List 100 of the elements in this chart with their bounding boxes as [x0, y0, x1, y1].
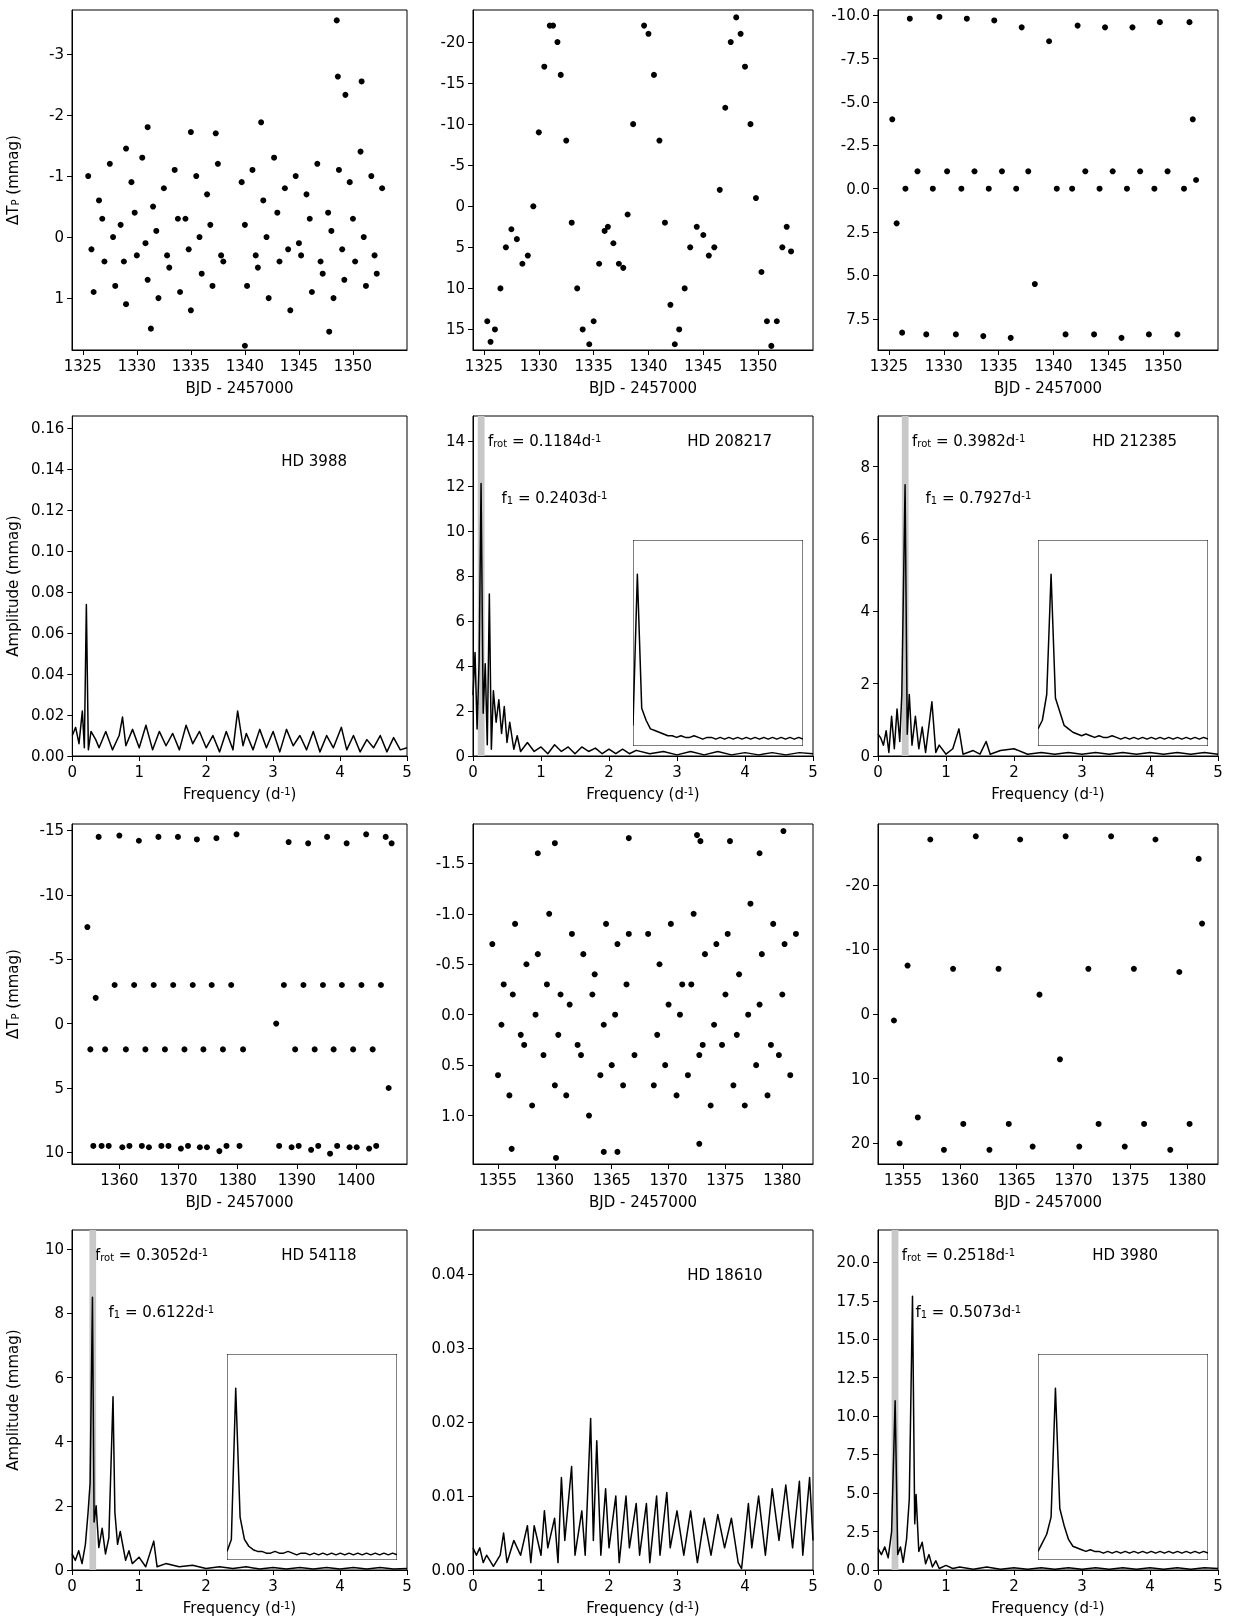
y-tick-label: -3	[49, 44, 64, 63]
x-tick-label: 4	[740, 762, 750, 781]
point	[727, 39, 734, 46]
annotation: HD 54118	[281, 1245, 357, 1264]
x-tick-label: 1345	[684, 356, 723, 375]
point	[889, 116, 896, 123]
point	[1053, 185, 1060, 192]
y-tick-label: 0.12	[30, 501, 65, 520]
y-tick-label: 10.0	[836, 1407, 870, 1426]
x-tick-label: 1330	[924, 356, 963, 375]
x-tick-label: 1	[134, 762, 145, 781]
point	[985, 185, 992, 192]
x-tick-label: 1355	[478, 1170, 518, 1189]
annotation: HD 3988	[281, 451, 347, 470]
y-tick-label: 0.04	[30, 665, 65, 684]
x-tick-label: 4	[335, 762, 345, 781]
point	[1085, 965, 1092, 972]
point	[716, 186, 723, 193]
point	[1062, 331, 1069, 338]
point	[563, 137, 570, 144]
y-tick-label: -7.5	[840, 49, 870, 68]
point	[604, 223, 611, 230]
x-axis-title: BJD - 2457000	[185, 378, 294, 397]
point	[890, 1017, 897, 1024]
y-tick-label: 4	[860, 602, 870, 621]
point	[747, 121, 754, 128]
point	[615, 260, 622, 267]
point	[923, 331, 930, 338]
y-tick-label: 0.06	[30, 624, 65, 643]
x-tick-label: 2	[1009, 1576, 1019, 1595]
x-tick-label: 1	[941, 1576, 951, 1595]
point	[1046, 38, 1053, 45]
y-axis-title: Amplitude (mmag)	[3, 515, 22, 657]
y-tick-label: 0.02	[30, 706, 65, 725]
x-tick-label: 4	[1145, 762, 1155, 781]
y-tick-label: -2	[49, 105, 64, 124]
y-tick-label: 12	[445, 476, 465, 495]
point	[484, 318, 491, 325]
point	[656, 137, 663, 144]
point	[779, 244, 786, 251]
y-tick-label: 0	[54, 1561, 64, 1579]
point	[929, 185, 936, 192]
y-tick-label: -10	[39, 885, 64, 904]
x-tick-label: 1380	[1168, 1170, 1207, 1189]
y-tick-label: 0.5	[441, 1056, 465, 1075]
point	[487, 338, 494, 345]
x-tick-label: 1350	[333, 356, 373, 375]
x-tick-label: 5	[402, 762, 412, 781]
y-tick-label: 0	[54, 228, 64, 247]
point	[733, 14, 740, 21]
x-tick-label: 0	[468, 762, 478, 781]
x-tick-label: 1335	[574, 356, 613, 375]
point	[963, 15, 970, 22]
y-tick-label: -5	[450, 156, 465, 175]
point	[535, 129, 542, 136]
point	[650, 71, 657, 78]
point	[519, 260, 526, 267]
y-tick-label: 0.0	[441, 1005, 465, 1024]
x-tick-label: 1375	[706, 1170, 745, 1189]
point	[1129, 24, 1136, 31]
point	[530, 203, 537, 210]
point	[671, 341, 678, 348]
x-tick-label: 0	[67, 1576, 77, 1595]
point	[1176, 969, 1183, 976]
x-tick-label: 2	[201, 1576, 211, 1595]
y-tick-label: 8	[455, 566, 465, 585]
point	[1095, 1120, 1102, 1127]
y-axis-title: ΔTP (mmag)	[3, 135, 22, 225]
point	[995, 965, 1002, 972]
y-tick-label: 15	[445, 320, 465, 339]
point	[667, 301, 674, 308]
y-tick-label: -5.0	[840, 92, 870, 111]
y-tick-label: 8	[54, 1304, 64, 1323]
point	[508, 226, 515, 233]
point	[788, 248, 795, 255]
point	[1167, 1146, 1174, 1153]
point	[722, 104, 729, 111]
point	[661, 219, 668, 226]
y-tick-label: 14	[445, 431, 465, 450]
y-tick-label: 0.16	[30, 419, 65, 438]
x-tick-label: 0	[873, 762, 883, 781]
annotation: HD 18610	[687, 1265, 763, 1284]
point	[1199, 920, 1206, 927]
y-tick-label: 7.5	[846, 309, 870, 328]
y-tick-label: 0	[54, 1014, 64, 1033]
point	[1029, 1143, 1036, 1150]
y-tick-label: 12.5	[836, 1368, 870, 1387]
y-tick-label: 4	[54, 1432, 64, 1451]
point	[1189, 116, 1196, 123]
y-tick-label: -10.0	[831, 6, 870, 25]
point	[693, 223, 700, 230]
point	[752, 195, 759, 202]
point	[1193, 177, 1200, 183]
x-tick-label: 1365	[997, 1170, 1036, 1189]
point	[620, 264, 627, 271]
x-tick-label: 1345	[1089, 356, 1128, 375]
y-tick-label: -2.5	[840, 136, 870, 155]
point	[902, 185, 909, 192]
y-tick-label: 10	[44, 1143, 64, 1162]
y-axis-title: ΔTP (mmag)	[3, 949, 22, 1039]
